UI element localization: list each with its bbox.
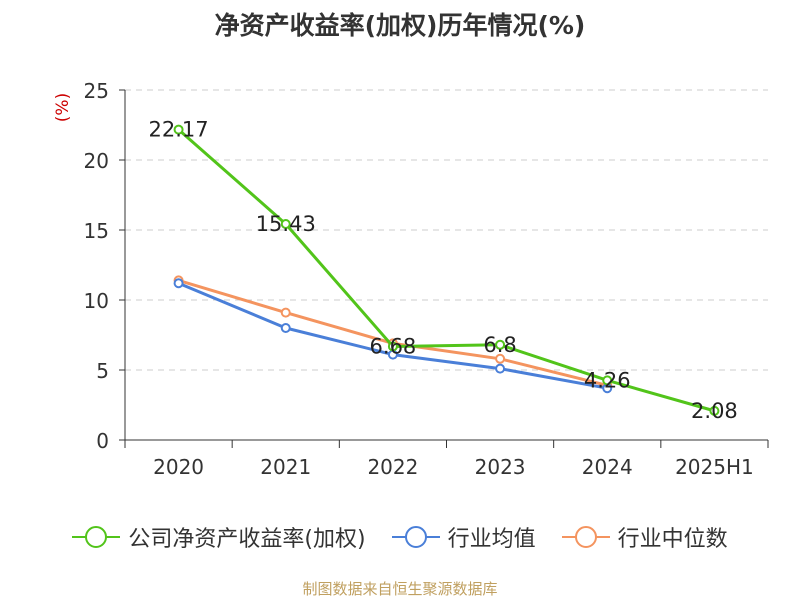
- data-point: [280, 323, 291, 333]
- chart-title: 净资产收益率(加权)历年情况(%): [214, 11, 586, 40]
- x-tick-label: 2023: [475, 455, 526, 479]
- data-point: [280, 307, 291, 318]
- data-point: [495, 339, 506, 350]
- x-tick-label: 2024: [582, 455, 633, 479]
- data-label: 6.68: [370, 334, 417, 358]
- data-point: [709, 405, 720, 416]
- data-point: [173, 124, 184, 135]
- legend-item[interactable]: 行业均值: [391, 521, 536, 553]
- series-line: [177, 128, 715, 413]
- y-tick-label: 20: [84, 149, 109, 173]
- axes: 0 5 10 15 20 25 2020 2021 2022 2023 2024 2025H1 (%): [53, 79, 769, 479]
- data-point: [387, 341, 398, 352]
- data-label: 2.08: [691, 399, 738, 423]
- x-tick-label: 2022: [367, 455, 418, 479]
- legend-item[interactable]: 公司净资产收益率(加权): [72, 521, 366, 553]
- data-labels: 22.17 15.43 6.68 6.8 4.26 2.08: [149, 118, 738, 423]
- legend-swatch-icon: [72, 525, 121, 549]
- legend-swatch-icon: [561, 525, 610, 549]
- legend-label: 行业中位数: [617, 527, 728, 552]
- legend-item[interactable]: 行业中位数: [561, 521, 728, 553]
- y-tick-label: 5: [96, 359, 109, 383]
- data-label: 22.17: [149, 118, 209, 142]
- y-tick-label: 15: [84, 219, 109, 243]
- data-point: [495, 353, 506, 364]
- data-point: [602, 375, 613, 386]
- grid-lines: [125, 89, 768, 371]
- data-point: [173, 278, 184, 289]
- y-tick-label: 25: [84, 79, 109, 103]
- series-lines: [173, 124, 720, 416]
- source-note: 制图数据来自恒生聚源数据库: [302, 580, 498, 598]
- y-axis-label: (%): [53, 93, 73, 122]
- y-tick-label: 0: [96, 429, 109, 453]
- x-tick-label: 2021: [260, 455, 311, 479]
- data-point: [495, 363, 506, 374]
- legend-label: 公司净资产收益率(加权): [128, 527, 366, 552]
- legend: 公司净资产收益率(加权) 行业均值 行业中位数: [0, 519, 800, 555]
- data-point: [280, 218, 291, 229]
- data-label: 15.43: [256, 212, 316, 236]
- legend-label: 行业均值: [447, 527, 536, 552]
- data-label: 6.8: [483, 333, 516, 357]
- legend-swatch-icon: [391, 525, 440, 549]
- x-tick-label: 2025H1: [675, 455, 754, 479]
- x-tick-label: 2020: [153, 455, 204, 479]
- y-tick-label: 10: [84, 289, 109, 313]
- data-label: 4.26: [584, 368, 631, 392]
